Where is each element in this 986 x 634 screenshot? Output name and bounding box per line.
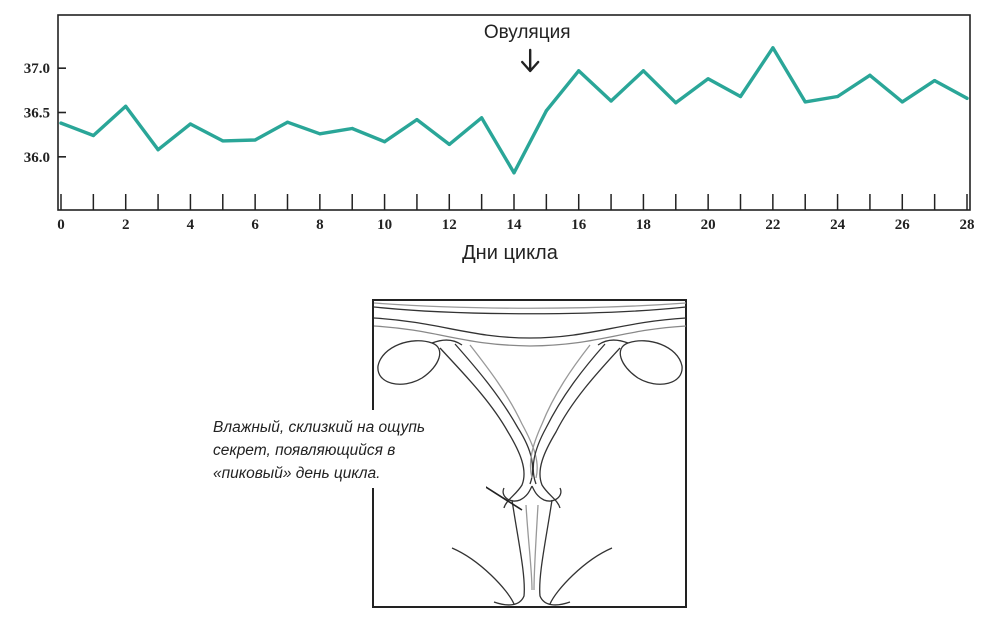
temperature-line bbox=[59, 46, 969, 175]
x-tick-label: 28 bbox=[960, 217, 975, 233]
data-point bbox=[124, 104, 128, 108]
data-point bbox=[803, 100, 807, 104]
data-point bbox=[59, 121, 63, 125]
data-point bbox=[674, 101, 678, 105]
data-point bbox=[382, 140, 387, 144]
x-tick-label: 20 bbox=[701, 217, 716, 233]
plot-frame bbox=[57, 14, 971, 211]
data-point bbox=[91, 133, 95, 138]
x-tick-label: 10 bbox=[377, 217, 392, 233]
data-point bbox=[835, 94, 840, 99]
ovulation-arrow-icon bbox=[520, 48, 540, 73]
data-point bbox=[868, 73, 872, 77]
x-tick-label: 2 bbox=[122, 217, 130, 233]
data-point bbox=[480, 116, 484, 120]
data-point bbox=[221, 139, 225, 143]
y-axis: 36.0 36.5 37.0 bbox=[24, 61, 66, 166]
data-point bbox=[738, 94, 743, 99]
data-point bbox=[933, 78, 937, 83]
data-point bbox=[447, 142, 451, 147]
y-tick-label: 36.0 bbox=[24, 150, 50, 166]
data-point bbox=[641, 69, 646, 73]
data-point bbox=[188, 122, 193, 126]
x-tick-label: 22 bbox=[765, 217, 780, 233]
diagram-caption-line-1: Влажный, склизкий на ощупь bbox=[213, 419, 425, 436]
data-point bbox=[577, 69, 581, 73]
data-point bbox=[285, 120, 290, 124]
x-tick-label: 14 bbox=[507, 217, 523, 233]
data-point bbox=[318, 132, 322, 136]
data-point bbox=[609, 99, 613, 103]
x-axis: 0 2 4 6 8 10 12 14 16 18 20 22 24 26 28 bbox=[57, 194, 975, 233]
data-point bbox=[350, 126, 354, 131]
x-axis-title: Дни цикла bbox=[462, 242, 559, 264]
data-point bbox=[156, 148, 160, 152]
diagram-caption-line-3: «пиковый» день цикла. bbox=[213, 465, 380, 482]
x-tick-label: 4 bbox=[187, 217, 195, 233]
y-tick-label: 36.5 bbox=[24, 106, 50, 122]
x-tick-label: 6 bbox=[251, 217, 259, 233]
caption-backdrop bbox=[206, 410, 486, 488]
data-point bbox=[253, 138, 257, 142]
y-tick-label: 37.0 bbox=[24, 61, 50, 77]
data-point bbox=[771, 46, 775, 50]
data-points bbox=[59, 46, 969, 175]
ovulation-label: Овуляция bbox=[484, 22, 571, 43]
x-tick-label: 12 bbox=[442, 217, 457, 233]
x-tick-label: 16 bbox=[571, 217, 587, 233]
x-tick-label: 18 bbox=[636, 217, 651, 233]
diagram-caption-line-2: секрет, появляющийся в bbox=[213, 442, 395, 459]
data-point bbox=[706, 77, 710, 81]
data-point bbox=[965, 96, 969, 100]
data-point bbox=[415, 117, 419, 122]
data-point bbox=[512, 171, 516, 175]
x-tick-label: 26 bbox=[895, 217, 911, 233]
data-point bbox=[900, 100, 904, 104]
x-tick-label: 0 bbox=[57, 217, 65, 233]
x-tick-label: 24 bbox=[830, 217, 846, 233]
data-point bbox=[544, 109, 548, 113]
x-tick-label: 8 bbox=[316, 217, 324, 233]
